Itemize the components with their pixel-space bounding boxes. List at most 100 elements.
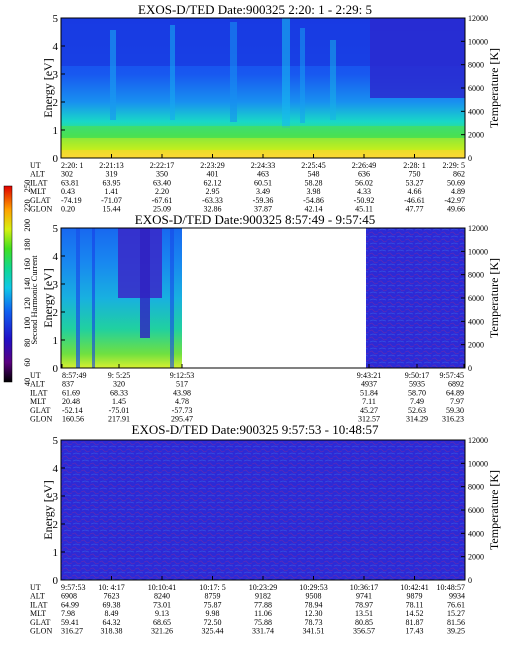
table-cell: 64.99 bbox=[61, 600, 79, 609]
table-cell: 49.66 bbox=[447, 205, 465, 214]
table-cell: -74.19 bbox=[61, 196, 82, 205]
table-cell: 10:42:41 bbox=[400, 583, 428, 592]
table-cell: 3.98 bbox=[307, 187, 321, 196]
table-row-label: GLON bbox=[30, 205, 52, 214]
table-cell: 2:25:45 bbox=[301, 161, 325, 170]
table-cell: 81.87 bbox=[406, 618, 424, 627]
y2tick-label: 0 bbox=[468, 364, 472, 373]
table-cell: 42.14 bbox=[305, 205, 323, 214]
panel-1-y2label: Temperature [K] bbox=[487, 48, 501, 128]
table-cell: -46.61 bbox=[404, 196, 425, 205]
ytick-label: 1 bbox=[53, 125, 59, 137]
ytick-label: 2 bbox=[53, 97, 59, 109]
table-cell: 1.45 bbox=[112, 397, 126, 406]
ytick-label: 2 bbox=[53, 307, 59, 319]
ytick-label: 2 bbox=[53, 519, 59, 531]
table-cell: 10:17: 5 bbox=[199, 583, 225, 592]
table-cell: 2:24:33 bbox=[251, 161, 275, 170]
table-cell: 4937 bbox=[361, 380, 377, 389]
y2tick-label: 2000 bbox=[468, 553, 484, 562]
table-cell: 9:57:45 bbox=[440, 371, 464, 380]
table-cell: 10:48:57 bbox=[437, 583, 465, 592]
ytick-label: 5 bbox=[53, 435, 59, 447]
table-cell: 837 bbox=[62, 380, 74, 389]
table-cell: 59.41 bbox=[61, 618, 79, 627]
panel-2: EXOS-D/TED Date:900325 8:57:49 - 9:57:45… bbox=[3, 180, 501, 424]
table-cell: -52.14 bbox=[62, 406, 83, 415]
table-cell: 10:23:29 bbox=[249, 583, 277, 592]
table-cell: 2:21:13 bbox=[99, 161, 123, 170]
table-cell: 17.43 bbox=[406, 627, 424, 636]
y2tick-label: 10000 bbox=[468, 37, 488, 46]
table-cell: 78.73 bbox=[305, 618, 323, 627]
table-cell: 517 bbox=[176, 380, 188, 389]
table-cell: 6908 bbox=[61, 592, 77, 601]
colorbar-tick-label: 220 bbox=[22, 199, 32, 212]
y2tick-label: 4000 bbox=[468, 317, 484, 326]
table-cell: 12.30 bbox=[305, 609, 323, 618]
table-cell: 9:57:53 bbox=[61, 583, 85, 592]
table-cell: 1.41 bbox=[105, 187, 119, 196]
table-cell: 75.87 bbox=[204, 600, 222, 609]
panel-3-title: EXOS-D/TED Date:900325 9:57:53 - 10:48:5… bbox=[132, 422, 379, 437]
table-cell: 6892 bbox=[448, 380, 464, 389]
table-cell: 316.27 bbox=[61, 627, 83, 636]
table-cell: 0.43 bbox=[61, 187, 75, 196]
table-cell: 72.50 bbox=[204, 618, 222, 627]
table-cell: 463 bbox=[257, 170, 269, 179]
panel-3-plot-area bbox=[61, 440, 465, 580]
table-row-label: UT bbox=[30, 583, 41, 592]
panel-1-yticks: 0 1 2 3 4 5 bbox=[53, 13, 65, 165]
ytick-label: 3 bbox=[53, 279, 59, 291]
colorbar-tick-label: 120 bbox=[22, 297, 32, 310]
table-cell: 4.78 bbox=[175, 397, 189, 406]
table-cell: 60.51 bbox=[254, 178, 272, 187]
table-cell: 401 bbox=[207, 170, 219, 179]
table-cell: 50.69 bbox=[447, 178, 465, 187]
table-cell: 4.66 bbox=[408, 187, 422, 196]
table-cell: 862 bbox=[453, 170, 465, 179]
table-cell: 356.57 bbox=[353, 627, 375, 636]
panel-1: EXOS-D/TED Date:900325 2:20: 1 - 2:29: 5… bbox=[30, 2, 501, 214]
table-cell: 73.01 bbox=[153, 600, 171, 609]
colorbar-label: Second Harmonic Current bbox=[29, 255, 39, 345]
table-cell: 10: 4:17 bbox=[98, 583, 124, 592]
table-cell: 2:22:17 bbox=[150, 161, 174, 170]
table-cell: 11.06 bbox=[254, 609, 272, 618]
table-cell: 316.23 bbox=[442, 415, 464, 424]
table-cell: 63.40 bbox=[153, 178, 171, 187]
panel-3: EXOS-D/TED Date:900325 9:57:53 - 10:48:5… bbox=[30, 422, 501, 636]
y2tick-label: 12000 bbox=[468, 436, 488, 445]
table-cell: 0.20 bbox=[61, 205, 75, 214]
table-cell: 2:28: 1 bbox=[403, 161, 425, 170]
colorbar-tick-label: 40 bbox=[22, 378, 32, 387]
table-cell: 20.48 bbox=[62, 397, 80, 406]
panel-3-ylabel: Energy [eV] bbox=[41, 480, 55, 539]
y2tick-label: 6000 bbox=[468, 506, 484, 515]
table-cell: 9508 bbox=[306, 592, 322, 601]
table-row-label: ALT bbox=[30, 170, 45, 179]
y2tick-label: 2000 bbox=[468, 341, 484, 350]
ytick-label: 5 bbox=[53, 13, 59, 25]
panel-2-yticks: 0 1 2 3 4 5 bbox=[53, 223, 65, 375]
panel-2-title: EXOS-D/TED Date:900325 8:57:49 - 9:57:45 bbox=[135, 212, 375, 227]
table-row-label: MLT bbox=[30, 609, 46, 618]
table-cell: 15.27 bbox=[447, 609, 465, 618]
ytick-label: 0 bbox=[53, 363, 59, 375]
y2tick-label: 4000 bbox=[468, 107, 484, 116]
y2tick-label: 6000 bbox=[468, 294, 484, 303]
y2tick-label: 8000 bbox=[468, 271, 484, 280]
table-cell: 68.65 bbox=[153, 618, 171, 627]
table-cell: 69.38 bbox=[103, 600, 121, 609]
table-cell: 25.09 bbox=[153, 205, 171, 214]
table-row-label: UT bbox=[30, 161, 41, 170]
table-cell: 320 bbox=[113, 380, 125, 389]
table-cell: 9741 bbox=[356, 592, 372, 601]
table-cell: -54.86 bbox=[303, 196, 324, 205]
table-cell: 350 bbox=[156, 170, 168, 179]
table-cell: 63.81 bbox=[61, 178, 79, 187]
table-cell: 314.29 bbox=[406, 415, 428, 424]
table-cell: -67.61 bbox=[152, 196, 173, 205]
